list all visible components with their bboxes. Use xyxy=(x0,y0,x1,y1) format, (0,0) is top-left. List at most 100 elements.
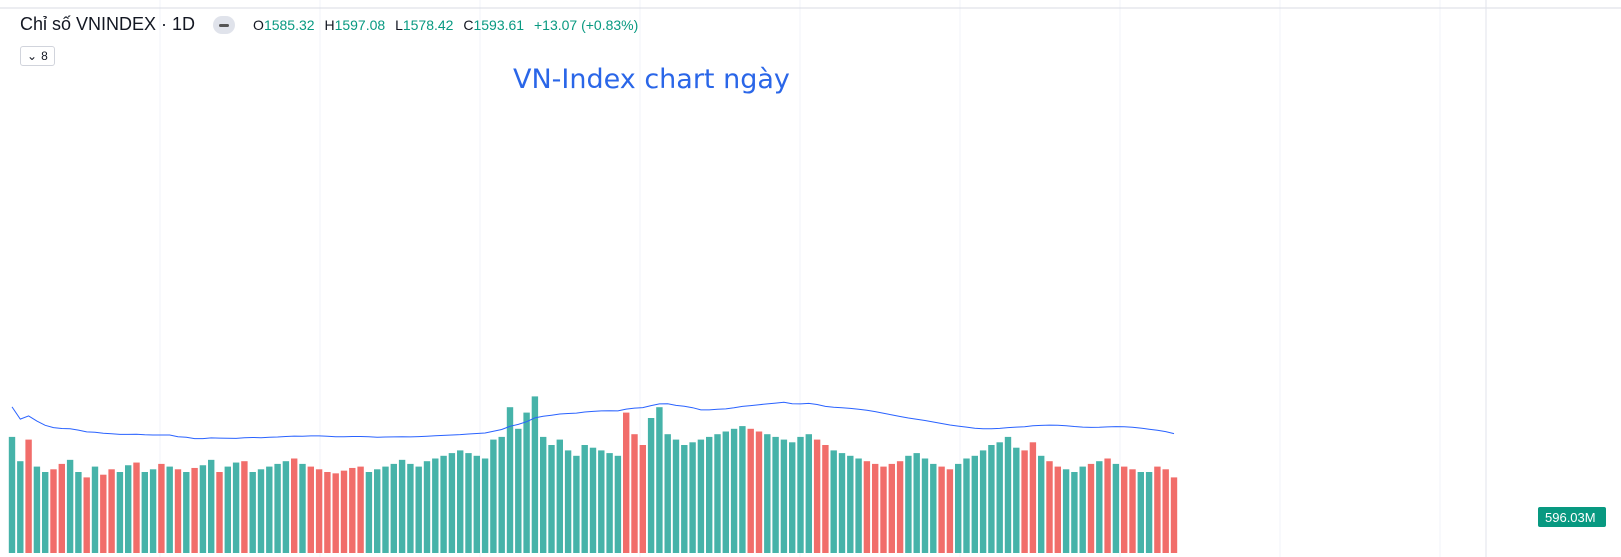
volume-bar xyxy=(141,472,148,553)
volume-bar xyxy=(257,469,265,553)
volume-bar xyxy=(631,434,638,553)
volume-bar xyxy=(548,445,555,553)
chart-annotation: VN-Index chart ngày xyxy=(513,64,790,95)
volume-bar xyxy=(1154,466,1161,553)
volume-bar xyxy=(1112,463,1120,553)
volume-bar xyxy=(208,459,215,553)
symbol-title[interactable]: Chỉ số VNINDEX · 1D xyxy=(20,14,196,34)
close-label: C xyxy=(463,16,474,33)
volume-bar xyxy=(33,466,41,553)
volume-bar xyxy=(606,453,613,553)
volume-bar xyxy=(291,458,298,553)
volume-bar xyxy=(1170,477,1178,553)
volume-bar xyxy=(623,412,630,553)
volume-bar xyxy=(315,469,323,553)
volume-bar xyxy=(423,461,431,553)
volume-bar xyxy=(58,463,65,553)
chart-legend: Chỉ số VNINDEX · 1D O1585.32 H1597.08 L1… xyxy=(20,14,638,35)
volume-bar xyxy=(216,472,223,553)
volume-bar xyxy=(440,455,447,553)
volume-bar xyxy=(357,466,364,553)
volume-bar xyxy=(813,439,821,553)
volume-bar xyxy=(473,455,480,553)
indicators-count: 8 xyxy=(41,49,48,63)
volume-bar xyxy=(988,445,995,553)
volume-bar xyxy=(183,472,190,553)
volume-bar xyxy=(805,434,812,553)
volume-bar xyxy=(490,439,497,553)
volume-bar xyxy=(888,463,895,553)
open-value: 1585.32 xyxy=(263,16,315,33)
volume-bar xyxy=(722,431,729,553)
volume-bar xyxy=(349,467,356,553)
volume-bar xyxy=(125,465,132,553)
volume-bar xyxy=(955,463,962,553)
volume-bar xyxy=(639,445,646,553)
volume-bar xyxy=(697,439,705,553)
volume-bar xyxy=(515,428,522,553)
volume-bar xyxy=(50,469,57,553)
volume-bar xyxy=(66,459,74,553)
volume-bar xyxy=(780,439,788,553)
high-label: H xyxy=(324,16,335,33)
volume-bar xyxy=(166,466,173,553)
volume-bar xyxy=(324,472,331,553)
volume-bar xyxy=(149,469,157,553)
volume-bar xyxy=(1046,461,1053,553)
volume-bar xyxy=(365,472,373,553)
volume-bar xyxy=(581,445,588,553)
volume-bar xyxy=(448,453,456,553)
minus-toggle-icon[interactable] xyxy=(213,15,236,34)
low-label: L xyxy=(395,16,403,33)
volume-bar xyxy=(1145,472,1153,553)
volume-bar xyxy=(1004,436,1012,553)
volume-bar xyxy=(465,453,472,553)
volume-bar xyxy=(1137,472,1144,553)
volume-bar xyxy=(340,470,348,553)
volume-bar xyxy=(855,458,862,553)
axis-labels: VNINDEX1593.61596.03M xyxy=(1538,507,1606,527)
volume-bar xyxy=(556,439,563,553)
volume-bar xyxy=(714,434,721,553)
volume-bar xyxy=(573,455,580,553)
volume-bar xyxy=(1062,469,1070,553)
volume-bar xyxy=(481,458,489,553)
volume-bar xyxy=(17,461,24,553)
volume-bar xyxy=(1162,469,1169,553)
volume-bar xyxy=(100,474,107,553)
volume-bar xyxy=(789,442,796,553)
volume-bar xyxy=(506,407,514,553)
volume-bar xyxy=(407,463,414,553)
volume-bar xyxy=(390,463,397,553)
volume-bar xyxy=(730,428,738,553)
volume-bar xyxy=(863,461,871,553)
volume-bar xyxy=(1021,450,1028,553)
volume-bar xyxy=(872,463,879,553)
volume-bar xyxy=(274,463,281,553)
volume-bar xyxy=(8,436,16,553)
volume-bar xyxy=(971,455,978,553)
volume-bar xyxy=(880,466,887,553)
volume-bar xyxy=(25,439,32,553)
volume-bar xyxy=(540,436,547,553)
volume-bar xyxy=(382,466,389,553)
indicators-collapse-button[interactable]: ⌄ 8 xyxy=(20,46,55,66)
volume-ma-line xyxy=(11,401,1175,440)
volume-bar xyxy=(75,472,82,553)
volume-bar xyxy=(664,434,671,553)
volume-bar xyxy=(224,466,231,553)
volume-bar xyxy=(1121,466,1128,553)
volume-bar xyxy=(847,455,854,553)
volume-bar xyxy=(457,450,464,553)
volume-bar xyxy=(108,469,115,553)
volume-bar xyxy=(1054,466,1061,553)
volume-bar xyxy=(1104,458,1111,553)
volume-bar xyxy=(564,450,572,553)
volume-bar xyxy=(282,461,290,553)
volume-bar xyxy=(614,455,622,553)
volume-bar xyxy=(739,426,746,553)
volume-bar xyxy=(1087,463,1095,553)
volume-bar xyxy=(249,472,256,553)
close-value: 1593.61 xyxy=(473,16,525,33)
